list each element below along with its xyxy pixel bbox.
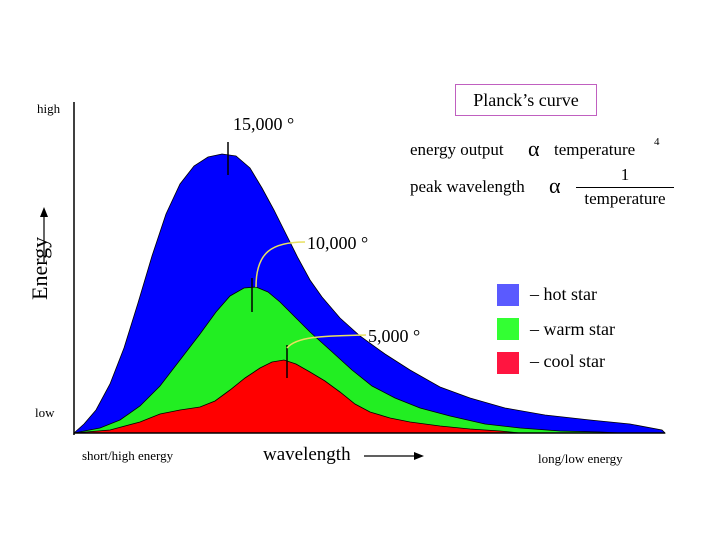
- chart-title: Planck’s curve: [455, 84, 597, 116]
- legend-swatch-warm: [497, 318, 519, 340]
- x-axis-right-label: long/low energy: [538, 451, 623, 466]
- legend-swatch-hot: [497, 284, 519, 306]
- legend-label-hot: – hot star: [530, 284, 597, 304]
- x-axis-left-label: short/high energy: [82, 448, 174, 463]
- inverse-temperature-fraction: 1 temperature: [576, 165, 674, 209]
- y-axis-label: Energy: [27, 236, 52, 300]
- warm-leader-line: [255, 241, 306, 288]
- cool-leader-line: [286, 334, 367, 349]
- legend-swatch-cool: [497, 352, 519, 374]
- fraction-denominator: temperature: [584, 189, 666, 208]
- temperature-label: temperature: [554, 140, 636, 159]
- warm-peak-label: 10,000 °: [307, 233, 369, 253]
- cool-peak-label: 5,000 °: [368, 326, 421, 346]
- legend-label-warm: – warm star: [530, 319, 615, 339]
- peak-wavelength-label: peak wavelength: [410, 177, 525, 196]
- warm-star-area: [73, 286, 621, 434]
- temperature-exponent: 4: [654, 136, 660, 148]
- y-axis-bottom-label: low: [35, 405, 55, 420]
- chart-areas: [72, 153, 666, 434]
- energy-arrow-head: [40, 207, 48, 217]
- y-axis-top-label: high: [37, 101, 61, 116]
- proportional-symbol-2: α: [549, 173, 561, 198]
- x-axis-label: wavelength: [263, 444, 351, 465]
- cool-star-area: [73, 359, 521, 434]
- fraction-numerator: 1: [576, 165, 674, 188]
- wavelength-arrow-head: [414, 452, 424, 460]
- energy-output-label: energy output: [410, 140, 504, 159]
- proportional-symbol-1: α: [528, 136, 540, 161]
- legend-label-cool: – cool star: [530, 351, 605, 371]
- hot-peak-label: 15,000 °: [233, 114, 295, 134]
